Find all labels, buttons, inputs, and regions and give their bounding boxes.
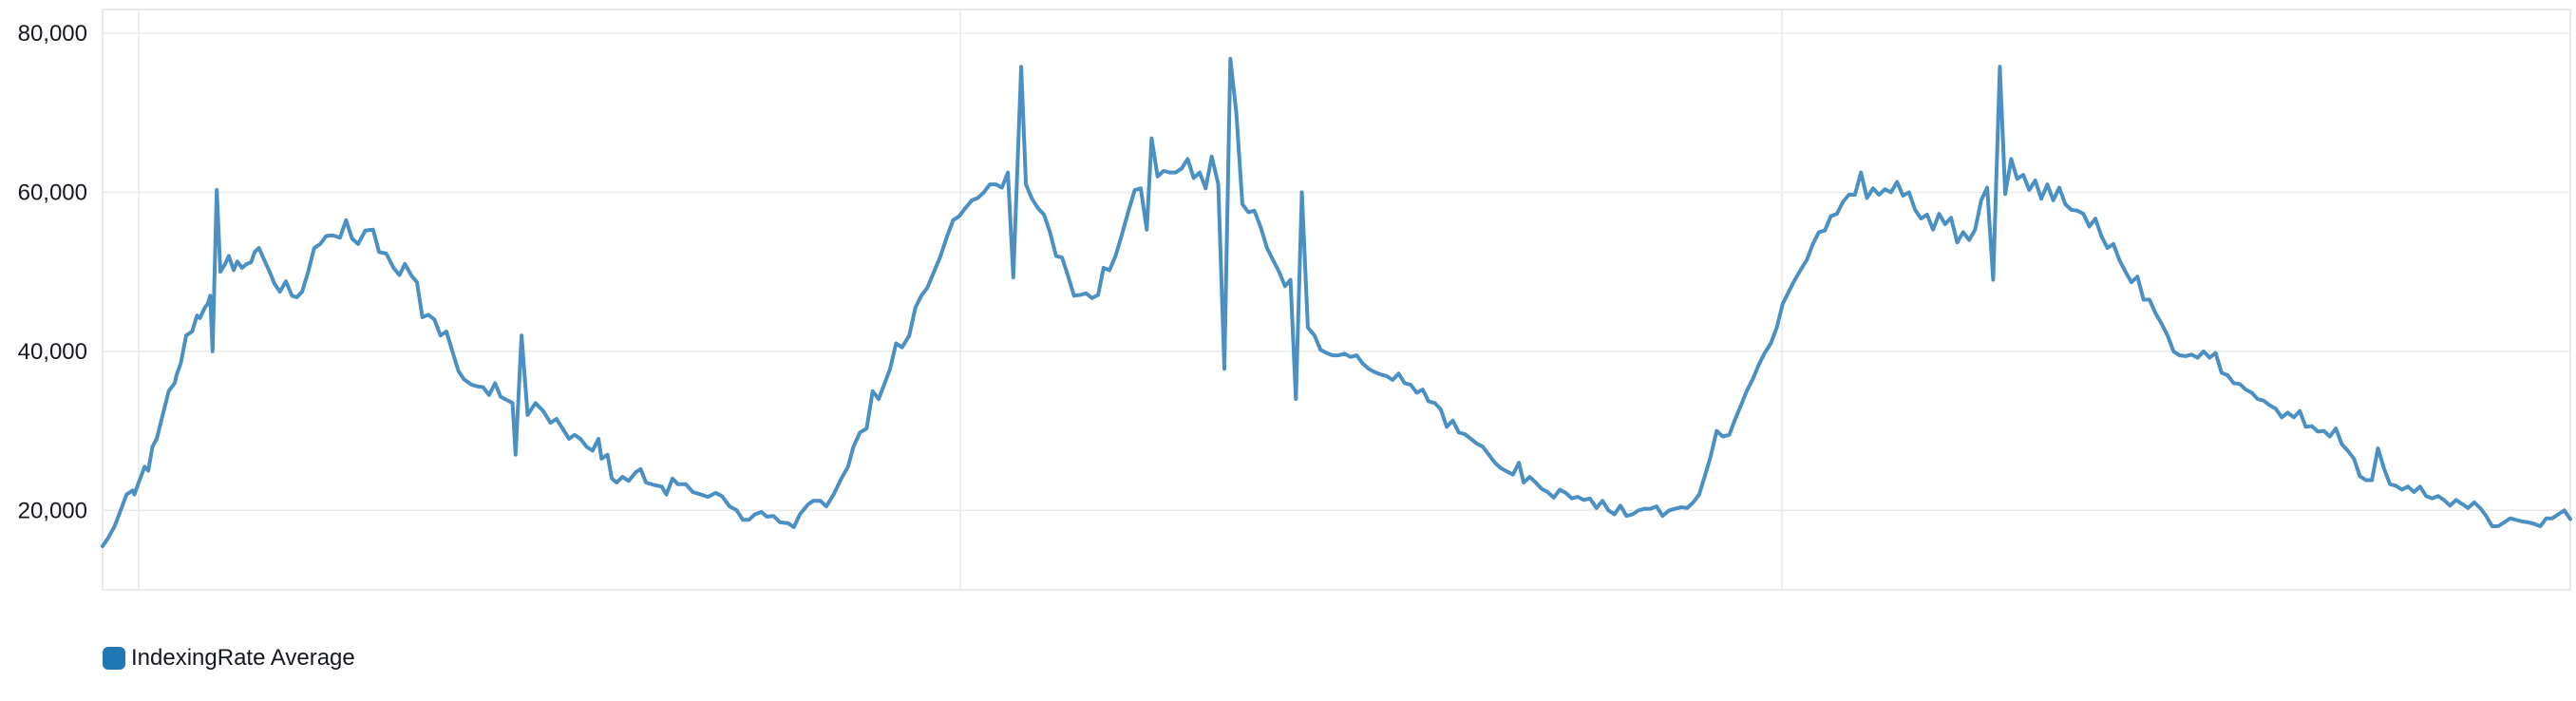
grid	[102, 9, 2571, 591]
y-tick-label: 40,000	[18, 339, 87, 365]
plot-frame	[102, 9, 2571, 591]
legend-label[interactable]: IndexingRate Average	[131, 645, 355, 671]
series-layer	[101, 56, 2572, 548]
legend: IndexingRate Average	[103, 645, 355, 672]
y-tick-label: 20,000	[18, 498, 87, 523]
legend-swatch	[103, 647, 125, 670]
y-axis: 20,000 40,000 60,000 80,000	[18, 21, 87, 523]
series-line	[101, 56, 2572, 548]
y-tick-label: 60,000	[18, 180, 87, 206]
y-tick-label: 80,000	[18, 21, 87, 47]
